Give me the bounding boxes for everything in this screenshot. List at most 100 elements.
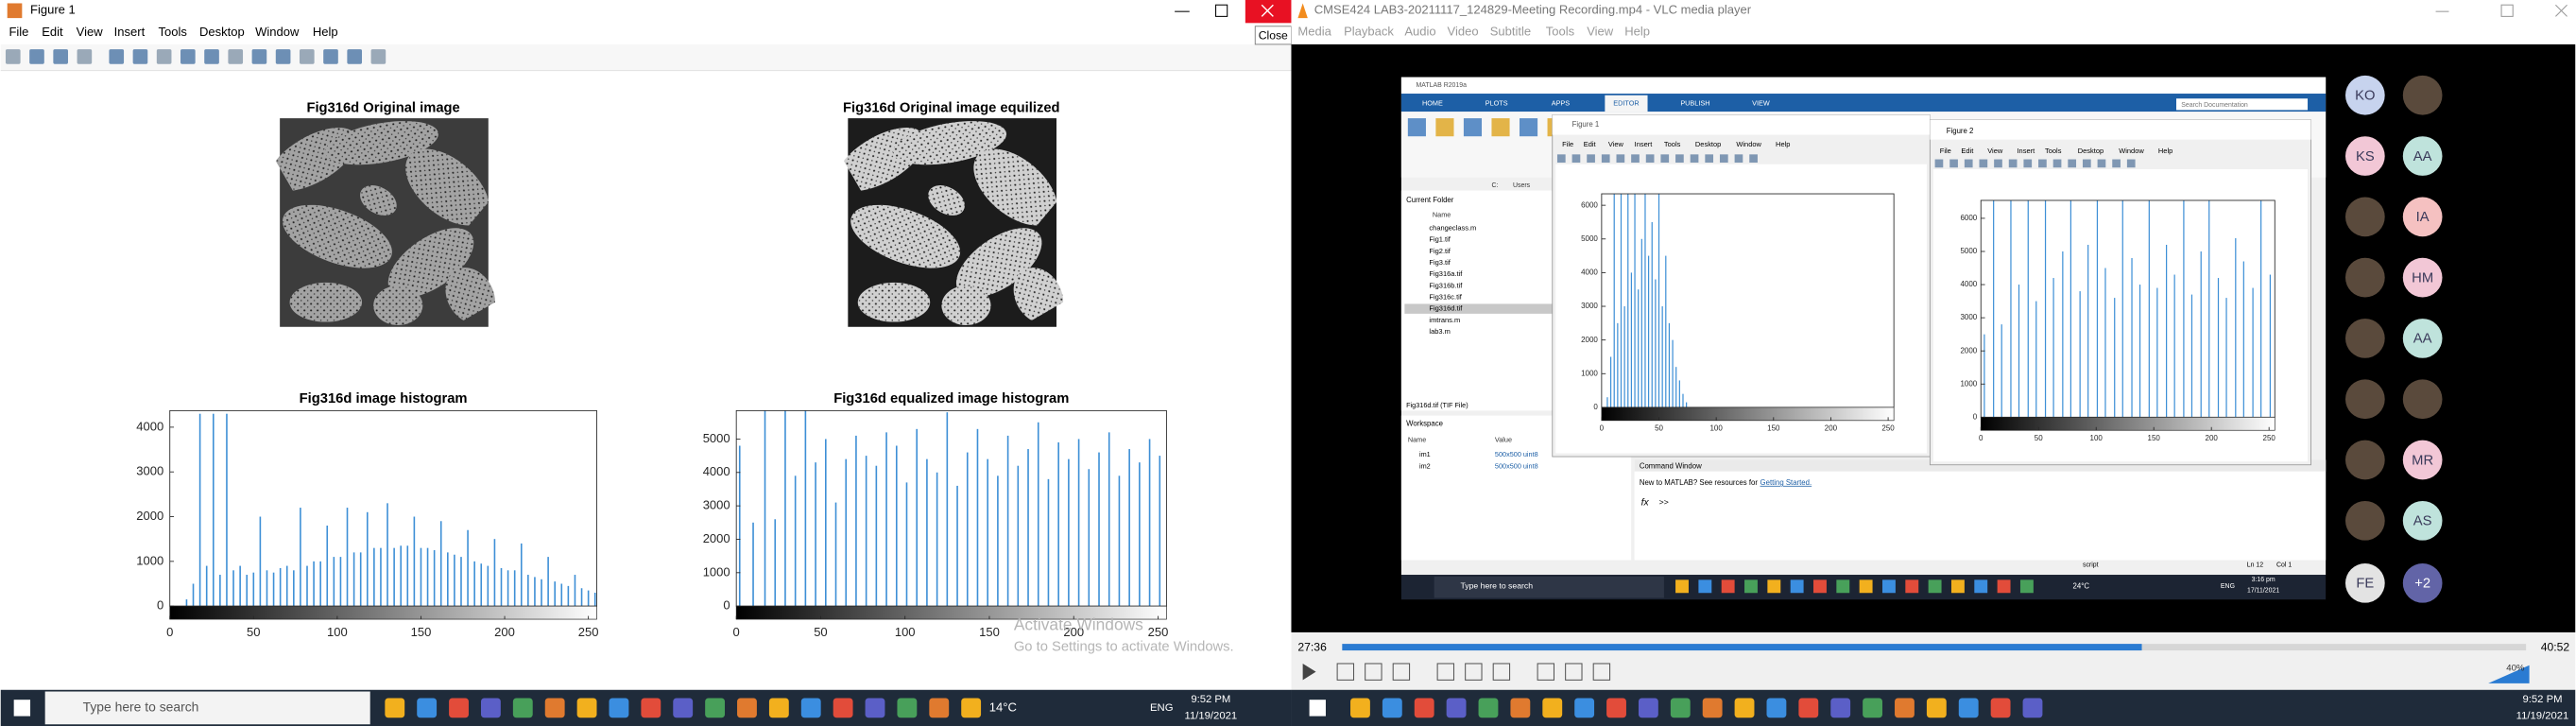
status: script bbox=[2083, 562, 2099, 569]
x-tick-label: 50 bbox=[814, 625, 827, 639]
histogram-bar bbox=[885, 432, 887, 607]
prompt-icon: fx bbox=[1641, 497, 1650, 508]
participant-avatar bbox=[2402, 257, 2443, 298]
search-placeholder: Type here to search bbox=[83, 700, 199, 715]
histogram-bar bbox=[2052, 278, 2054, 418]
x-tick-label: 0 bbox=[1600, 424, 1605, 433]
histogram-bar bbox=[567, 585, 570, 607]
histogram-bar bbox=[936, 472, 938, 607]
y-tick-label: 1000 bbox=[136, 553, 163, 567]
y-tick-label: 3000 bbox=[1581, 302, 1598, 310]
menu-item[interactable]: Tools bbox=[159, 25, 188, 39]
histogram-bar bbox=[976, 428, 979, 607]
menu-item[interactable]: Video bbox=[1448, 24, 1479, 38]
taskbar-app bbox=[1744, 579, 1758, 594]
histogram-bar bbox=[2027, 199, 2029, 418]
y-tick-label: 6000 bbox=[1581, 200, 1598, 209]
colorbar bbox=[1980, 416, 2275, 431]
file: Fig2.tif bbox=[1429, 247, 1451, 255]
link[interactable]: Getting Started. bbox=[1760, 478, 1812, 487]
ribbon-tab: PUBLISH bbox=[1680, 98, 1709, 107]
chart-title: Fig316d image histogram bbox=[300, 391, 468, 406]
menu-item[interactable]: Subtitle bbox=[1490, 24, 1531, 38]
control-button bbox=[1365, 663, 1382, 681]
menu-item[interactable]: View bbox=[77, 25, 104, 39]
participant-initials: HM bbox=[2412, 270, 2433, 285]
menu-item: Insert bbox=[1635, 140, 1654, 148]
y-tick-label: 1000 bbox=[703, 564, 730, 579]
histogram-bar bbox=[1613, 194, 1615, 407]
taskbar-app bbox=[1895, 698, 1915, 718]
histogram-bar bbox=[554, 581, 556, 607]
figure-tool bbox=[1601, 154, 1610, 164]
pollen-texture bbox=[857, 282, 931, 322]
histogram-bar bbox=[413, 516, 416, 607]
histogram-bar bbox=[2001, 324, 2002, 418]
menu-item[interactable]: File bbox=[9, 25, 28, 39]
histogram-bar bbox=[2121, 199, 2123, 418]
figure-tool bbox=[1719, 154, 1728, 164]
control-button bbox=[1492, 663, 1511, 681]
pollen-texture bbox=[850, 204, 961, 268]
x-tick-label: 50 bbox=[1655, 424, 1663, 433]
histogram-bar bbox=[259, 516, 262, 607]
file: lab3.m bbox=[1429, 327, 1450, 336]
histogram-bar bbox=[1128, 449, 1130, 607]
file: Fig1.tif bbox=[1429, 235, 1451, 244]
taskbar-app bbox=[544, 698, 565, 718]
menu-item[interactable]: View bbox=[1587, 24, 1614, 38]
histogram-bar bbox=[300, 508, 301, 607]
pollen-texture bbox=[289, 282, 363, 322]
menu-item[interactable]: Help bbox=[313, 25, 338, 39]
x-tick-label: 200 bbox=[494, 625, 515, 639]
histogram-bar bbox=[547, 557, 549, 607]
weather: 14°C bbox=[989, 700, 1017, 714]
menu-item[interactable]: Desktop bbox=[199, 25, 245, 39]
x-tick-label: 250 bbox=[1881, 424, 1895, 433]
x-tick-label: 100 bbox=[895, 625, 916, 639]
start-button bbox=[1309, 700, 1326, 717]
toolbar-icon bbox=[251, 49, 267, 64]
histogram-bar bbox=[386, 503, 388, 607]
taskbar-app bbox=[1414, 698, 1434, 718]
histogram-bar bbox=[956, 485, 958, 607]
menu-item[interactable]: Window bbox=[255, 25, 300, 39]
prompt: >> bbox=[1659, 497, 1669, 507]
menu-item[interactable]: Playback bbox=[1344, 24, 1394, 38]
x-tick-label: 150 bbox=[411, 625, 432, 639]
figure-tool bbox=[1734, 154, 1743, 164]
histogram-bar bbox=[1108, 432, 1110, 607]
file: changeclass.m bbox=[1429, 223, 1476, 232]
control-button bbox=[1592, 663, 1611, 681]
histogram-bar bbox=[2252, 287, 2254, 418]
taskbar-app bbox=[576, 698, 597, 718]
histogram-bar bbox=[246, 575, 249, 607]
taskbar-app bbox=[737, 698, 757, 718]
menu-item[interactable]: Edit bbox=[42, 25, 63, 39]
taskbar-app bbox=[1767, 579, 1781, 594]
histogram-bar bbox=[1077, 439, 1080, 607]
vlc-cone bbox=[1297, 3, 1308, 19]
taskbar-app bbox=[1863, 698, 1882, 718]
taskbar-app bbox=[417, 698, 438, 718]
menu-item[interactable]: Help bbox=[1624, 24, 1650, 38]
x-tick-label: 200 bbox=[2206, 434, 2219, 442]
figure-tool bbox=[1675, 154, 1684, 164]
label: Figure 1 bbox=[30, 3, 76, 17]
y-tick-label: 5000 bbox=[703, 431, 730, 445]
y-tick-label: 4000 bbox=[1960, 280, 1977, 288]
histogram-bar bbox=[319, 561, 321, 607]
menu-item[interactable]: Media bbox=[1297, 24, 1331, 38]
ribbon-tab: PLOTS bbox=[1485, 98, 1508, 107]
start-button bbox=[13, 700, 31, 717]
menu-item[interactable]: Insert bbox=[114, 25, 146, 39]
menu-item[interactable]: Audio bbox=[1404, 24, 1435, 38]
taskbar-app bbox=[1997, 579, 2011, 594]
axes-background bbox=[1601, 194, 1895, 407]
histogram-bar bbox=[1638, 289, 1640, 407]
histogram-bar bbox=[987, 458, 988, 607]
search-box bbox=[44, 691, 370, 725]
menu-item[interactable]: Tools bbox=[1546, 24, 1575, 38]
taskbar-app bbox=[768, 698, 789, 718]
histogram-bar bbox=[513, 570, 516, 607]
